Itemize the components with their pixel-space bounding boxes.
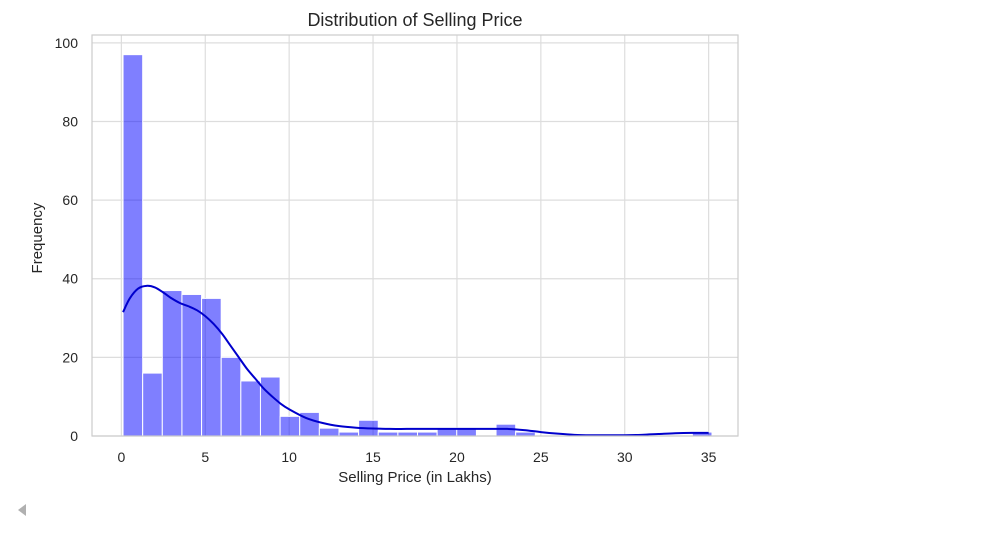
plot-frame <box>91 34 739 437</box>
x-tick-label: 20 <box>449 449 465 465</box>
x-tick-label: 0 <box>117 449 125 465</box>
x-tick-label: 25 <box>533 449 549 465</box>
x-tick-label: 30 <box>617 449 633 465</box>
histogram-bar <box>318 427 340 437</box>
x-tick-label: 35 <box>701 449 717 465</box>
histogram-bar <box>279 415 301 437</box>
x-axis-label: Selling Price (in Lakhs) <box>338 469 491 486</box>
histogram-bar <box>240 380 261 437</box>
y-tick-label: 60 <box>62 192 78 208</box>
x-tick-label: 15 <box>365 449 381 465</box>
histogram-bars <box>122 54 713 437</box>
x-tick-label: 10 <box>281 449 297 465</box>
y-tick-label: 0 <box>70 428 78 444</box>
histogram-bar <box>181 293 203 437</box>
x-tick-labels: 0 5 10 15 20 25 30 35 <box>117 449 716 465</box>
y-tick-labels: 0 20 40 60 80 100 <box>55 35 79 444</box>
kde-curve-layer <box>122 284 709 437</box>
y-tick-label: 100 <box>55 35 79 51</box>
histogram-bar <box>122 54 144 437</box>
histogram-bar <box>259 376 281 437</box>
x-tick-label: 5 <box>201 449 209 465</box>
histogram-bar <box>142 372 163 437</box>
histogram-bar <box>161 290 183 437</box>
y-axis-label: Frequency <box>29 202 46 273</box>
histogram-bar <box>220 356 242 437</box>
triangle-left-icon[interactable] <box>15 502 29 518</box>
chart-title: Distribution of Selling Price <box>307 10 522 30</box>
kde-curve <box>122 284 709 437</box>
y-tick-label: 80 <box>62 113 78 129</box>
y-tick-label: 40 <box>62 271 78 287</box>
grid-lines <box>92 35 738 437</box>
y-tick-label: 20 <box>62 349 78 365</box>
histogram-bar <box>201 297 222 437</box>
